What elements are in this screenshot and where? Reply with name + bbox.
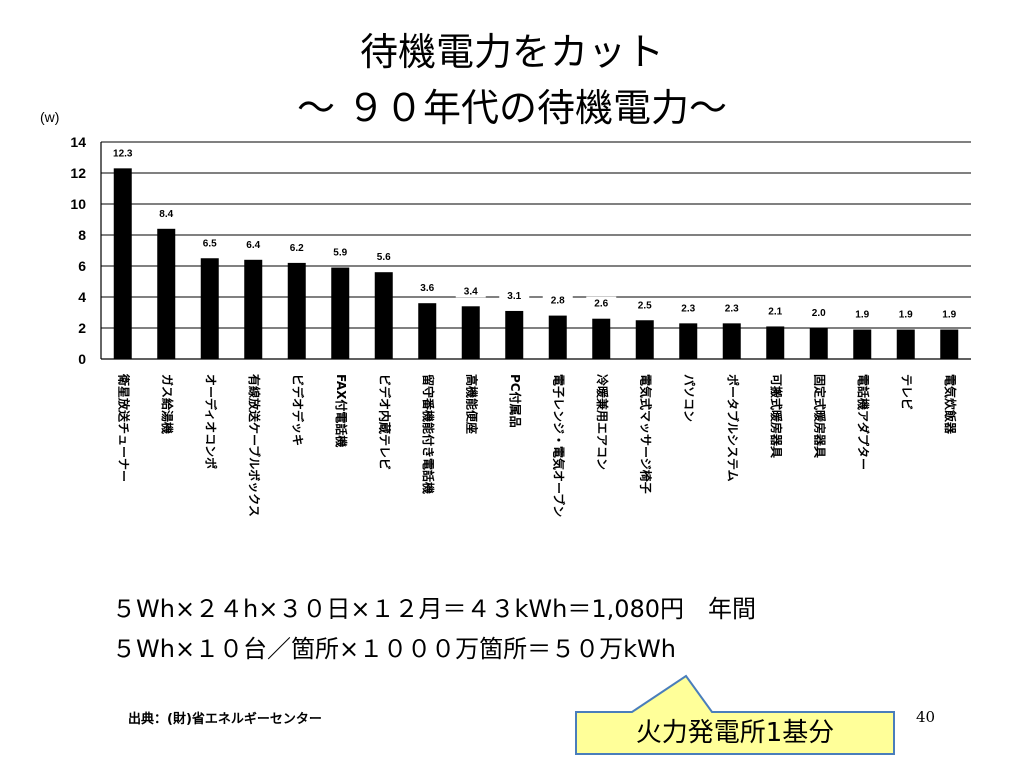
y-tick-label: 12 [70,165,86,181]
page-number: 40 [916,708,936,726]
bar [679,323,698,359]
bar [940,329,959,359]
data-label: 6.5 [203,238,217,249]
data-label-background [890,307,921,321]
data-label: 1.9 [942,310,956,321]
data-label: 2.6 [594,299,608,310]
data-label-background [238,237,269,251]
data-label-background [586,296,617,310]
x-tick-label: ガス給湯機 [160,374,175,434]
bar [418,303,437,359]
y-axis-unit: (w) [40,109,59,125]
x-tick-label: 固定式暖房器具 [812,374,827,458]
x-tick-label: 電気式マッサージ椅子 [638,374,653,494]
annual-cost-calculation: ５Wh×２４h×３０日×１２月＝４３kWh＝1,080円 年間 [112,595,757,623]
callout-text: 火力発電所1基分 [635,718,835,748]
x-tick-label: FAX付電話機 [334,374,349,447]
x-tick-label: 高機能便座 [464,374,479,434]
data-label-background [716,301,747,315]
x-tick-label: テレビ [899,374,914,410]
data-label: 6.4 [246,240,260,251]
x-tick-label: PC付属品 [508,374,523,428]
y-tick-label: 4 [78,289,86,305]
data-label: 2.3 [725,303,739,314]
y-tick-label: 0 [78,351,86,367]
bar [287,262,306,359]
bar [766,326,785,359]
x-tick-label: ビデオ内蔵テレビ [377,374,392,470]
data-label-background [673,301,704,315]
data-label-background [281,240,312,254]
bar [853,329,872,359]
y-tick-label: 6 [78,258,86,274]
slide-subtitle: ～ ９０年代の待機電力～ [296,86,728,130]
data-label-background [542,293,573,307]
bar [374,272,393,359]
data-label: 5.6 [377,252,391,263]
bar [200,258,219,359]
data-label: 2.8 [551,296,565,307]
data-label: 3.4 [464,286,478,297]
data-label: 8.4 [159,209,173,220]
bar [113,168,132,359]
x-tick-label: 電子レンジ・電気オーブン [551,374,566,517]
y-tick-label: 8 [78,227,86,243]
y-tick-label: 2 [78,320,86,336]
y-tick-label: 14 [70,134,86,150]
y-tick-label: 10 [70,196,86,212]
data-label: 3.1 [507,291,521,302]
data-label: 1.9 [899,310,913,321]
bar [592,318,611,359]
data-label-background [803,306,834,319]
bar [548,315,567,359]
data-label-background [412,281,443,295]
data-label-background [325,245,356,259]
bar [635,320,654,359]
bar [461,306,480,359]
data-label-background [760,304,791,318]
data-label-background [455,284,486,298]
data-label: 2.3 [681,303,695,314]
x-tick-label: 衛星放送チューナー [116,373,131,482]
x-tick-label: ビデオデッキ [290,374,305,446]
x-tick-label: 留守番機能付き電話機 [421,374,436,494]
data-label: 3.6 [420,283,434,294]
data-label: 2.5 [638,300,652,311]
bar [244,259,263,359]
x-tick-label: 冷暖兼用エアコン [595,374,610,470]
bar [809,328,828,359]
data-label-background [934,307,965,321]
x-tick-label: 有線放送ケーブルボックス [247,374,262,517]
standby-power-bar-chart: 0 2 4 6 8 10 12 14 (w) 12.3 衛星放送チューナー 8.4 ガス給湯機 6.5 オー… [40,109,971,517]
slide-title: 待機電力をカット [359,30,664,74]
bar [505,310,524,359]
data-label: 1.9 [855,310,869,321]
data-label-background [151,206,182,220]
bar [722,323,741,359]
x-tick-label: 電気炊飯器 [943,374,958,435]
data-label: 5.9 [333,248,347,259]
data-label-background [847,307,878,321]
x-tick-label: 可搬式暖房器具 [769,374,784,458]
source-citation: 出典：(財)省エネルギーセンター [128,712,322,727]
callout-shape [575,674,895,755]
x-tick-label: 電話機アダプター [856,374,871,470]
data-label: 6.2 [290,243,304,254]
x-tick-label: ポータブルシステム [725,374,740,482]
x-tick-label: パソコン [682,374,696,422]
total-energy-calculation: ５Wh×１０台／箇所×１０００万箇所＝５０万kWh [112,635,676,663]
data-label: 12.3 [113,148,133,159]
data-label-background [194,236,225,250]
bar [896,329,915,359]
data-label-background [499,288,530,302]
data-label: 2.1 [768,306,782,317]
bar [157,228,176,359]
data-label-background [629,298,660,312]
bar [331,267,350,359]
x-tick-label: オーディオコンポ [203,374,218,469]
data-label: 2.0 [812,308,826,319]
data-label-background [368,250,399,264]
data-label-background [107,146,138,160]
